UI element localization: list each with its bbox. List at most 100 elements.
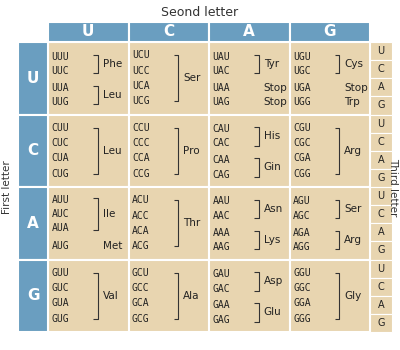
Text: UUG: UUG <box>52 97 69 107</box>
Text: U: U <box>378 264 384 274</box>
Bar <box>128 114 209 187</box>
Text: GAC: GAC <box>212 284 230 294</box>
Text: A: A <box>27 216 39 231</box>
Bar <box>18 187 48 259</box>
Text: CAA: CAA <box>212 155 230 165</box>
Text: AUC: AUC <box>52 209 69 219</box>
Bar <box>370 151 392 169</box>
Text: His: His <box>264 131 280 141</box>
Text: Pro: Pro <box>183 146 200 156</box>
Text: ACU: ACU <box>132 195 150 205</box>
Text: A: A <box>378 300 384 310</box>
Text: G: G <box>377 173 385 183</box>
Text: G: G <box>27 288 39 303</box>
Text: UCG: UCG <box>132 97 150 106</box>
Text: AAC: AAC <box>212 211 230 221</box>
Bar <box>370 296 392 314</box>
Text: GAU: GAU <box>212 269 230 279</box>
Text: U: U <box>27 71 39 86</box>
Text: GCG: GCG <box>132 314 150 324</box>
Text: CAG: CAG <box>212 170 230 180</box>
Text: GCC: GCC <box>132 283 150 293</box>
Bar <box>370 205 392 223</box>
Text: ACG: ACG <box>132 241 150 251</box>
Bar <box>370 259 392 278</box>
Text: GCA: GCA <box>132 299 150 308</box>
Text: C: C <box>163 25 174 40</box>
Text: UAG: UAG <box>212 97 230 107</box>
Text: Thr: Thr <box>183 218 200 228</box>
Text: G: G <box>324 25 336 40</box>
Text: Lys: Lys <box>264 235 280 245</box>
Text: CUU: CUU <box>52 122 69 133</box>
Text: GUG: GUG <box>52 314 69 324</box>
Bar <box>48 42 128 114</box>
Text: UGC: UGC <box>293 66 311 76</box>
Text: C: C <box>378 282 384 292</box>
Bar <box>370 42 392 60</box>
Text: UAC: UAC <box>212 66 230 76</box>
Bar <box>290 42 370 114</box>
Text: CUA: CUA <box>52 154 69 163</box>
Bar <box>209 114 290 187</box>
Bar <box>18 259 48 332</box>
Text: UGA: UGA <box>293 83 311 93</box>
Text: A: A <box>243 25 255 40</box>
Bar <box>128 42 209 114</box>
Text: Stop: Stop <box>344 83 368 93</box>
Text: Stop: Stop <box>264 83 288 93</box>
Bar <box>48 22 128 42</box>
Text: U: U <box>378 46 384 56</box>
Text: AGG: AGG <box>293 242 311 252</box>
Text: U: U <box>82 25 94 40</box>
Bar <box>370 78 392 96</box>
Text: C: C <box>378 209 384 219</box>
Text: C: C <box>378 64 384 74</box>
Text: UGU: UGU <box>293 51 311 62</box>
Text: UUC: UUC <box>52 66 69 76</box>
Text: UGG: UGG <box>293 97 311 107</box>
Bar <box>370 133 392 151</box>
Text: C: C <box>28 143 38 158</box>
Text: Third letter: Third letter <box>388 158 398 216</box>
Text: CGG: CGG <box>293 169 311 179</box>
Bar <box>290 22 370 42</box>
Text: GUU: GUU <box>52 267 69 278</box>
Bar <box>209 259 290 332</box>
Text: CCC: CCC <box>132 138 150 148</box>
Text: AAG: AAG <box>212 242 230 252</box>
Text: A: A <box>378 227 384 237</box>
Bar <box>209 22 290 42</box>
Text: Ser: Ser <box>344 204 362 214</box>
Bar <box>128 22 209 42</box>
Bar <box>370 114 392 133</box>
Bar <box>128 187 209 259</box>
Text: UCU: UCU <box>132 50 150 60</box>
Text: Glu: Glu <box>264 307 282 317</box>
Text: GUC: GUC <box>52 283 69 293</box>
Text: G: G <box>377 318 385 328</box>
Bar <box>370 60 392 78</box>
Text: CGU: CGU <box>293 122 311 133</box>
Text: ACC: ACC <box>132 210 150 220</box>
Text: AUU: AUU <box>52 195 69 205</box>
Text: UCA: UCA <box>132 81 150 91</box>
Text: U: U <box>378 119 384 128</box>
Text: Phe: Phe <box>103 59 122 69</box>
Bar <box>128 259 209 332</box>
Text: G: G <box>377 245 385 256</box>
Text: Met: Met <box>103 241 122 251</box>
Text: Leu: Leu <box>103 90 121 100</box>
Text: Val: Val <box>103 291 118 301</box>
Text: Leu: Leu <box>103 146 121 156</box>
Text: First letter: First letter <box>2 160 12 214</box>
Bar <box>370 96 392 114</box>
Bar <box>48 259 128 332</box>
Text: C: C <box>378 137 384 147</box>
Text: Arg: Arg <box>344 146 362 156</box>
Bar <box>18 114 48 187</box>
Text: Ala: Ala <box>183 291 200 301</box>
Text: AGC: AGC <box>293 211 311 221</box>
Bar <box>48 187 128 259</box>
Text: GGA: GGA <box>293 299 311 308</box>
